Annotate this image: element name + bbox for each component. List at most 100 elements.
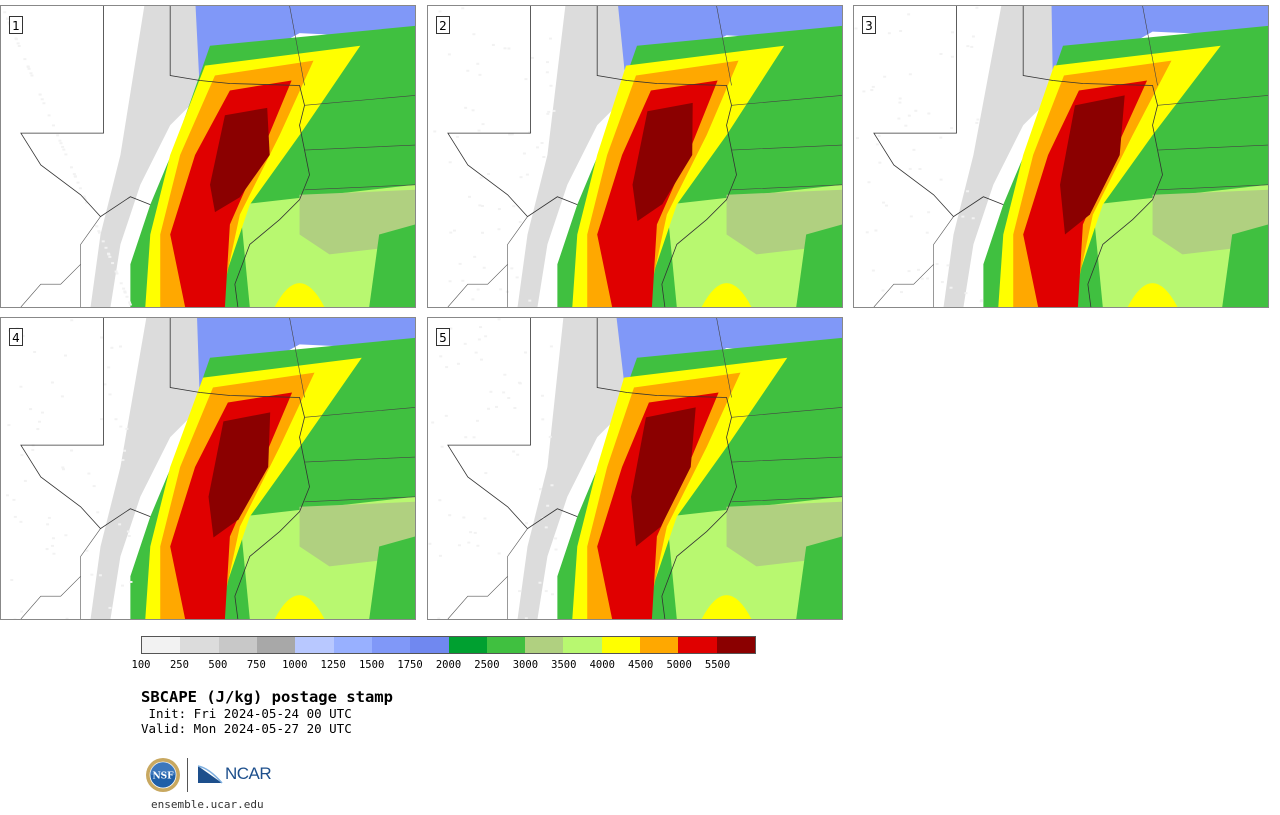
- haze-speck: [98, 231, 102, 234]
- haze-speck: [939, 178, 943, 181]
- haze-speck: [125, 295, 129, 298]
- haze-speck: [471, 109, 475, 112]
- haze-speck: [119, 345, 123, 348]
- haze-speck: [538, 581, 542, 584]
- haze-speck: [447, 53, 451, 56]
- cape-band-250: [90, 6, 300, 307]
- haze-speck: [480, 204, 484, 207]
- haze-speck: [20, 454, 24, 457]
- cape-band-2500b: [796, 224, 842, 307]
- haze-speck: [517, 381, 521, 384]
- haze-speck: [542, 156, 546, 158]
- haze-speck: [5, 494, 9, 497]
- colorbar-tick-label: 1000: [282, 659, 308, 671]
- haze-speck: [544, 590, 548, 593]
- haze-speck: [491, 43, 495, 46]
- colorbar-segment: [256, 637, 296, 653]
- haze-speck: [431, 421, 435, 424]
- haze-speck: [126, 530, 130, 533]
- haze-speck: [927, 112, 931, 115]
- haze-speck: [907, 114, 911, 117]
- haze-speck: [508, 133, 512, 136]
- haze-speck: [19, 520, 23, 523]
- haze-speck: [29, 408, 33, 411]
- haze-speck: [50, 381, 54, 384]
- haze-speck: [21, 334, 25, 337]
- haze-speck: [494, 405, 498, 408]
- colorbar-segment: [601, 637, 641, 653]
- haze-speck: [65, 617, 69, 619]
- haze-speck: [503, 373, 507, 376]
- haze-speck: [76, 181, 80, 184]
- haze-speck: [881, 289, 885, 292]
- ensemble-panel-5: 5: [427, 317, 843, 620]
- colorbar-tick-label: 250: [169, 659, 189, 671]
- haze-speck: [87, 472, 91, 475]
- haze-speck: [456, 362, 460, 365]
- texas-panhandle-border: [20, 6, 151, 218]
- haze-speck: [507, 47, 511, 50]
- haze-speck: [916, 268, 920, 271]
- haze-speck: [510, 133, 514, 136]
- haze-speck: [468, 195, 471, 198]
- colorbar-tick-label: 1500: [358, 659, 385, 671]
- haze-speck: [907, 270, 911, 273]
- colorbar-tick-label: 5000: [666, 659, 692, 671]
- haze-speck: [544, 526, 548, 529]
- haze-speck: [69, 166, 73, 169]
- haze-speck: [7, 424, 11, 427]
- haze-speck: [17, 45, 21, 48]
- haze-speck: [104, 246, 108, 249]
- haze-speck: [38, 93, 42, 96]
- haze-speck: [898, 101, 902, 104]
- haze-speck: [452, 229, 456, 232]
- ncar-logo-icon: [197, 765, 223, 784]
- haze-speck: [463, 342, 467, 345]
- haze-speck: [475, 419, 479, 422]
- panel-number-label: 3: [862, 16, 876, 34]
- mexico-border: [20, 528, 101, 619]
- colorbar-segment: [371, 637, 411, 653]
- haze-speck: [61, 466, 65, 469]
- haze-speck: [51, 537, 55, 540]
- haze-speck: [949, 286, 953, 289]
- haze-speck: [92, 485, 96, 488]
- haze-speck: [46, 523, 50, 526]
- haze-speck: [27, 67, 31, 70]
- haze-speck: [62, 468, 65, 471]
- cape-field-map: [854, 6, 1268, 307]
- cape-band-4500: [701, 283, 752, 307]
- haze-speck: [499, 288, 503, 291]
- haze-speck: [448, 161, 452, 164]
- haze-speck: [904, 124, 908, 127]
- haze-speck: [507, 396, 511, 399]
- haze-speck: [489, 390, 493, 393]
- haze-speck: [503, 47, 507, 50]
- colorbar-segment: [716, 637, 755, 653]
- haze-speck: [72, 173, 76, 176]
- state-border: [596, 318, 737, 619]
- haze-speck: [515, 276, 519, 279]
- haze-speck: [964, 292, 968, 295]
- haze-speck: [14, 38, 18, 41]
- haze-speck: [897, 117, 901, 120]
- haze-speck: [927, 211, 931, 214]
- haze-speck: [73, 175, 77, 178]
- haze-speck: [518, 590, 522, 593]
- haze-speck: [31, 449, 35, 452]
- haze-speck: [480, 358, 484, 361]
- haze-speck: [123, 290, 127, 293]
- haze-speck: [862, 90, 866, 93]
- haze-speck: [100, 336, 104, 339]
- haze-speck: [546, 61, 550, 64]
- haze-speck: [466, 69, 470, 72]
- mexico-border: [447, 528, 528, 619]
- cape-band-250: [517, 6, 727, 307]
- haze-speck: [484, 472, 488, 475]
- haze-speck: [481, 123, 485, 126]
- haze-speck: [541, 418, 545, 421]
- haze-speck: [970, 45, 974, 48]
- haze-speck: [125, 427, 129, 430]
- haze-speck: [100, 418, 104, 421]
- haze-speck: [513, 407, 517, 409]
